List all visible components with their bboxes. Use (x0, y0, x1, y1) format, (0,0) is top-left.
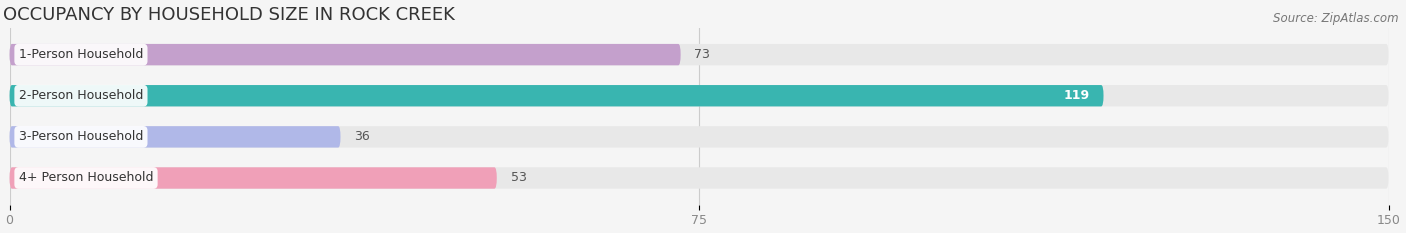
Text: 119: 119 (1063, 89, 1090, 102)
FancyBboxPatch shape (10, 44, 1389, 65)
FancyBboxPatch shape (10, 85, 1104, 106)
FancyBboxPatch shape (10, 126, 340, 147)
Text: 3-Person Household: 3-Person Household (18, 130, 143, 143)
FancyBboxPatch shape (10, 44, 681, 65)
Text: 4+ Person Household: 4+ Person Household (18, 171, 153, 185)
Text: Source: ZipAtlas.com: Source: ZipAtlas.com (1274, 12, 1399, 25)
FancyBboxPatch shape (10, 167, 1389, 189)
Text: 36: 36 (354, 130, 370, 143)
Text: 73: 73 (695, 48, 710, 61)
FancyBboxPatch shape (10, 85, 1389, 106)
Text: 53: 53 (510, 171, 526, 185)
FancyBboxPatch shape (10, 126, 1389, 147)
Text: OCCUPANCY BY HOUSEHOLD SIZE IN ROCK CREEK: OCCUPANCY BY HOUSEHOLD SIZE IN ROCK CREE… (3, 6, 454, 24)
FancyBboxPatch shape (10, 167, 496, 189)
Text: 2-Person Household: 2-Person Household (18, 89, 143, 102)
Text: 1-Person Household: 1-Person Household (18, 48, 143, 61)
